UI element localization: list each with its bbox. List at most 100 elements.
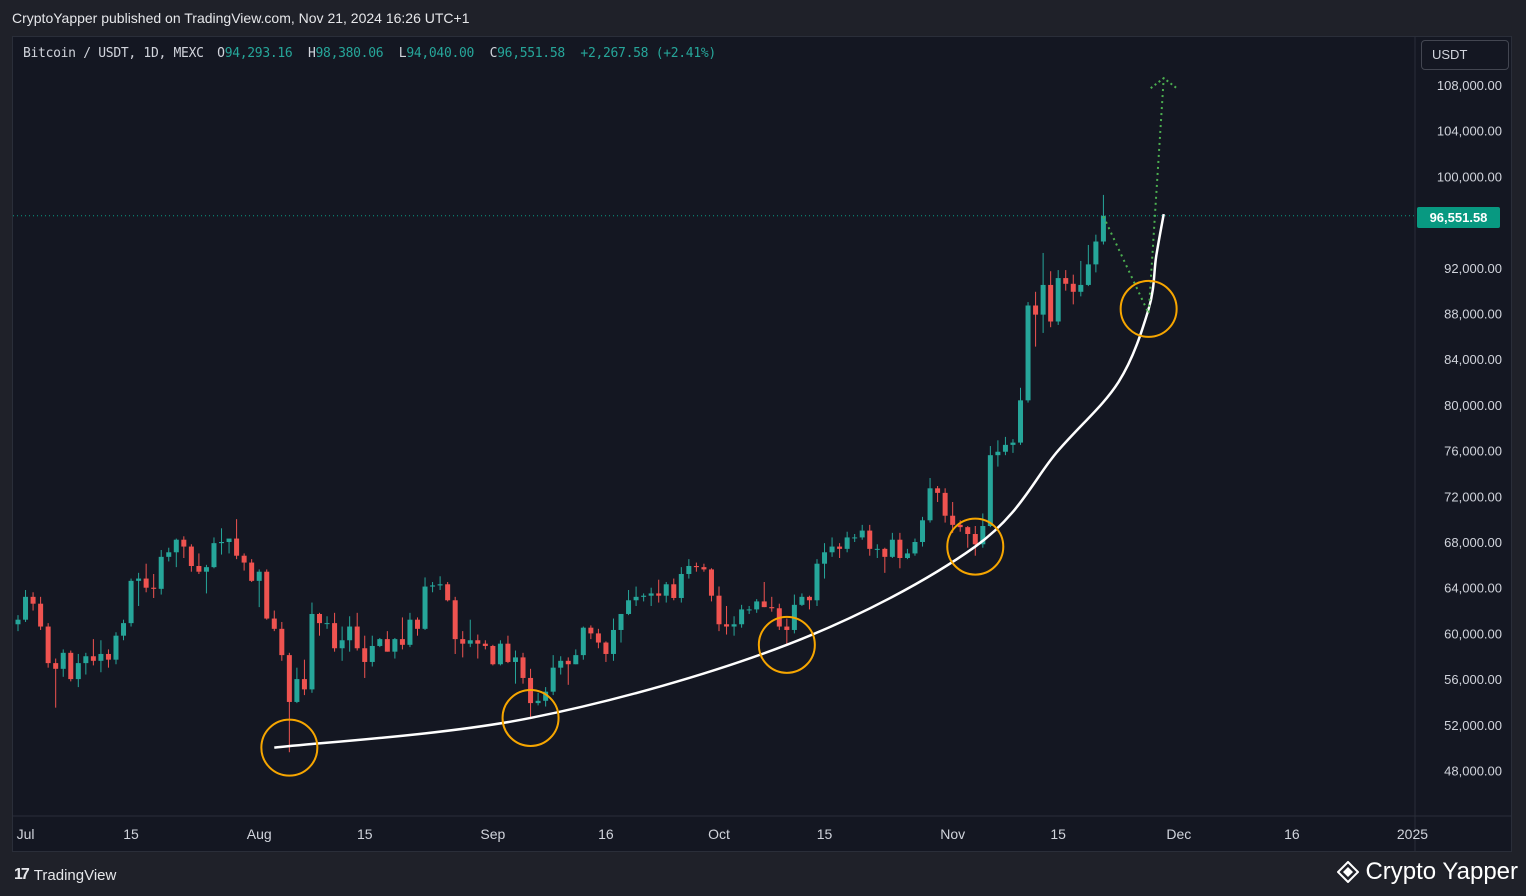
candle-body: [618, 613, 624, 630]
candle-body: [490, 645, 496, 665]
candle-body: [822, 552, 828, 564]
candle-body: [663, 584, 669, 596]
candle-body: [249, 562, 255, 581]
candle-body: [347, 626, 353, 641]
candle-body: [452, 600, 458, 640]
candle-body: [203, 567, 209, 572]
y-tick-label: 84,000.00: [1444, 352, 1502, 367]
candle-body: [1018, 400, 1024, 443]
candle-body: [957, 524, 963, 528]
candle-body: [927, 488, 933, 521]
close-label: C: [489, 46, 498, 61]
candle-body: [950, 515, 956, 525]
candle-body: [980, 526, 986, 545]
candle-body: [339, 640, 345, 649]
publish-info: CryptoYapper published on TradingView.co…: [12, 10, 470, 26]
x-tick-label: 15: [817, 826, 833, 842]
currency-selector-button[interactable]: USDT: [1421, 40, 1509, 70]
candle-body: [392, 639, 398, 652]
candle-body: [188, 546, 194, 566]
candle-body: [648, 593, 654, 596]
candle-body: [399, 639, 405, 645]
candle-body: [30, 596, 36, 604]
y-tick-label: 104,000.00: [1437, 124, 1502, 139]
candle-body: [219, 542, 225, 544]
candle-body: [565, 660, 571, 665]
support-circle: [501, 688, 560, 747]
y-tick-label: 100,000.00: [1437, 169, 1502, 184]
candle-body: [301, 679, 307, 690]
symbol-label[interactable]: Bitcoin / USDT, 1D, MEXC: [23, 46, 204, 61]
candle-body: [799, 596, 805, 605]
candle-body: [241, 555, 247, 563]
candle-body: [430, 585, 436, 587]
candle-body: [166, 552, 172, 557]
candle-body: [90, 656, 96, 661]
candle-body: [60, 652, 66, 669]
candle-body: [897, 539, 903, 558]
candle-body: [550, 667, 556, 692]
candle-body: [588, 627, 594, 634]
high-value: 98,380.06: [315, 46, 384, 61]
x-tick-label: 15: [123, 826, 139, 842]
candle-body: [656, 593, 662, 596]
candle-body: [45, 626, 51, 664]
candle-body: [633, 596, 639, 601]
tradingview-brand[interactable]: 17 TradingView: [14, 866, 116, 884]
candle-body: [987, 455, 993, 527]
candle-body: [942, 492, 948, 516]
y-tick-label: 52,000.00: [1444, 718, 1502, 733]
candle-body: [317, 613, 323, 624]
chart-panel[interactable]: [12, 36, 1512, 852]
candle-body: [369, 645, 375, 662]
x-tick-label: Sep: [480, 826, 505, 842]
candle-body: [610, 629, 616, 654]
y-tick-label: 68,000.00: [1444, 535, 1502, 550]
y-tick-label: 56,000.00: [1444, 672, 1502, 687]
low-label: L: [398, 46, 407, 61]
projection-arrowhead: [1150, 76, 1178, 89]
candle-body: [158, 556, 164, 589]
candle-body: [151, 587, 157, 589]
candle-body: [935, 488, 941, 493]
candle-body: [1063, 278, 1069, 284]
candle-body: [920, 520, 926, 542]
candle-body: [422, 586, 428, 629]
candle-body: [573, 655, 579, 665]
candle-body: [1085, 264, 1091, 285]
tradingview-logo-icon: 17: [14, 866, 30, 883]
candle-body: [852, 537, 858, 539]
candle-body: [143, 578, 149, 588]
candle-body: [407, 619, 413, 645]
y-tick-label: 64,000.00: [1444, 581, 1502, 596]
candle-body: [1055, 278, 1061, 322]
candle-body: [475, 640, 481, 644]
y-tick-label: 92,000.00: [1444, 261, 1502, 276]
y-tick-label: 60,000.00: [1444, 626, 1502, 641]
x-tick-label: 2025: [1397, 826, 1428, 842]
candle-body: [256, 571, 262, 581]
candle-body: [641, 595, 647, 597]
projection-path: [1102, 78, 1165, 314]
candle-body: [716, 595, 722, 625]
candle-body: [784, 626, 790, 630]
candle-body: [1002, 444, 1008, 452]
candle-body: [844, 537, 850, 549]
x-tick-label: 16: [1284, 826, 1300, 842]
candle-body: [829, 546, 835, 553]
close-value: 96,551.58: [497, 46, 565, 61]
candle-body: [746, 609, 752, 611]
candle-body: [384, 639, 390, 652]
candle-body: [693, 565, 699, 568]
candle-body: [882, 548, 888, 557]
candle-body: [53, 663, 59, 669]
support-circle: [946, 517, 1005, 576]
candle-body: [467, 640, 473, 644]
candle-body: [482, 643, 488, 646]
candle-body: [520, 657, 526, 678]
candle-body: [889, 539, 895, 557]
y-tick-label: 80,000.00: [1444, 398, 1502, 413]
candle-body: [867, 530, 873, 549]
footer-bar: [0, 852, 1526, 896]
